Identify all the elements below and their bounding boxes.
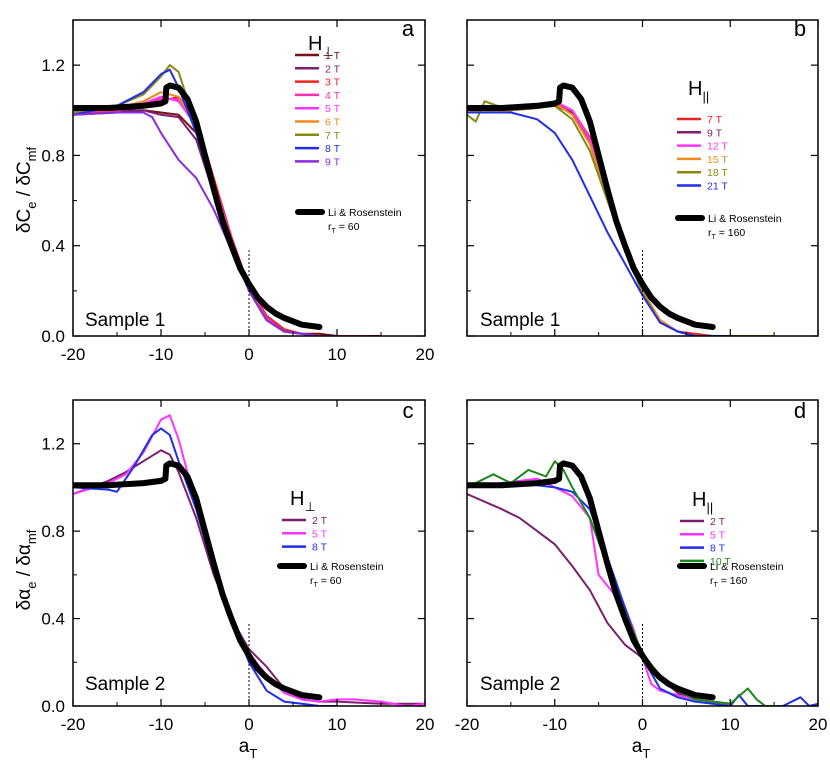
bottom-y-axis-label: δαe / δαmf	[14, 529, 39, 610]
sample-label: Sample 2	[480, 674, 560, 695]
panel-b: b Sample 1 H|| 7 T9 T 12 T15 T18 T 21 T Li & R…	[466, 16, 819, 337]
legend-theory-param: rT = 160	[710, 575, 747, 589]
panel-letter: b	[794, 16, 806, 41]
x-tick-label: 20	[809, 715, 828, 734]
legend-entry: 5 T	[312, 528, 328, 540]
legend-entry: 8 T	[325, 143, 341, 155]
legend: H|| 7 T9 T 12 T15 T18 T 21 T Li & Rosenstein…	[675, 78, 782, 241]
y-tick-label: 1.2	[41, 56, 65, 75]
legend: H||2 T5 T 8 T10 TLi & Rosenstein rT = 160	[677, 489, 784, 589]
legend-theory-param: rT = 60	[328, 221, 360, 235]
panel-d: -20 -10 0 10 20 d Sample 2 H||2 T5 T 8 T10 TLi &…	[455, 398, 828, 734]
legend-entry: 7 T	[707, 114, 723, 126]
y-tick-label: 0.0	[41, 327, 65, 346]
legend: H⊥2 T5 T 8 T Li & Rosenstein rT = 60	[277, 488, 384, 589]
x-tick-label: 10	[328, 345, 347, 364]
panel-letter: c	[403, 398, 414, 423]
x-tick-label: 0	[244, 715, 253, 734]
legend-title: H||	[688, 78, 709, 104]
legend: H⊥1 T2 T 3 T4 T5 T 6 T7 T8 T9 T Li & Rosens…	[295, 33, 402, 235]
sample-label: Sample 2	[85, 674, 165, 695]
legend-entry: 8 T	[710, 543, 726, 555]
legend-entry: 10 T	[710, 556, 731, 568]
panel-letter: a	[402, 16, 415, 41]
legend-theory-label: Li & Rosenstein	[708, 213, 782, 225]
plot-area	[467, 460, 818, 706]
series-line-8t	[467, 482, 818, 706]
legend-entry: 18 T	[707, 167, 728, 179]
legend-entry: 12 T	[707, 141, 728, 153]
x-axis-label-right: aT	[632, 736, 651, 761]
x-tick-label: 0	[638, 715, 647, 734]
legend-entry: 3 T	[325, 77, 341, 89]
theory-curve	[467, 460, 716, 701]
legend-entry: 2 T	[710, 516, 726, 528]
legend-entry: 2 T	[325, 63, 341, 75]
y-tick-label: 0.4	[41, 237, 65, 256]
y-tick-label: 0.8	[41, 522, 65, 541]
legend-entry: 21 T	[707, 181, 728, 193]
y-tick-label: 0.0	[41, 697, 65, 716]
x-tick-label: 20	[416, 715, 435, 734]
legend-entry: 8 T	[312, 542, 328, 554]
legend-title: H⊥	[290, 488, 316, 514]
x-tick-label: -10	[149, 715, 174, 734]
theory-curve	[467, 82, 716, 330]
panel-a: -20 -10 0 10 20 0.0 0.4 0.8 1.2 a Sample 1 H⊥1 T2 T…	[41, 16, 434, 364]
legend-theory-param: rT = 160	[708, 227, 745, 241]
legend-entry: 4 T	[325, 90, 341, 102]
x-tick-label: -10	[149, 345, 174, 364]
legend-title: H⊥	[308, 33, 334, 59]
x-tick-label: 10	[721, 715, 740, 734]
top-y-axis-label: δCe / δCmf	[14, 147, 39, 234]
legend-entry: 1 T	[325, 50, 341, 62]
x-axis-label-left: aT	[239, 736, 258, 761]
series-line-5t	[73, 95, 338, 336]
theory-curve	[73, 460, 323, 701]
legend-entry: 15 T	[707, 154, 728, 166]
legend-entry: 2 T	[312, 515, 328, 527]
plot-area	[467, 82, 776, 336]
legend-entry: 9 T	[707, 127, 723, 139]
x-tick-label: 0	[244, 345, 253, 364]
sample-label: Sample 1	[480, 310, 560, 331]
legend-theory-label: Li & Rosenstein	[310, 561, 384, 573]
y-tick-label: 0.4	[41, 610, 65, 629]
legend-entry: 5 T	[325, 103, 341, 115]
series-line-2t	[73, 109, 356, 336]
x-tick-label: -10	[542, 715, 567, 734]
legend-entry: 6 T	[325, 117, 341, 129]
y-tick-label: 0.8	[41, 146, 65, 165]
x-tick-label: -20	[455, 715, 480, 734]
legend-theory-label: Li & Rosenstein	[328, 207, 402, 219]
x-tick-label: -20	[61, 345, 86, 364]
x-tick-label: 10	[328, 715, 347, 734]
x-tick-label: -20	[61, 715, 86, 734]
legend-theory-label: Li & Rosenstein	[710, 561, 784, 573]
plot-area	[73, 414, 425, 706]
legend-entry: 7 T	[325, 130, 341, 142]
panel-letter: d	[794, 398, 806, 423]
legend-theory-param: rT = 60	[310, 575, 342, 589]
sample-label: Sample 1	[85, 310, 165, 331]
panel-c: -20 -10 0 10 20 0.0 0.4 0.8 1.2 c Sample 2 H⊥2 T5 T…	[41, 398, 434, 734]
y-tick-label: 1.2	[41, 435, 65, 454]
legend-entry: 9 T	[325, 156, 341, 168]
x-tick-label: 20	[416, 345, 435, 364]
theory-curve	[73, 82, 323, 330]
legend-entry: 5 T	[710, 529, 726, 541]
legend-title: H||	[692, 489, 713, 515]
